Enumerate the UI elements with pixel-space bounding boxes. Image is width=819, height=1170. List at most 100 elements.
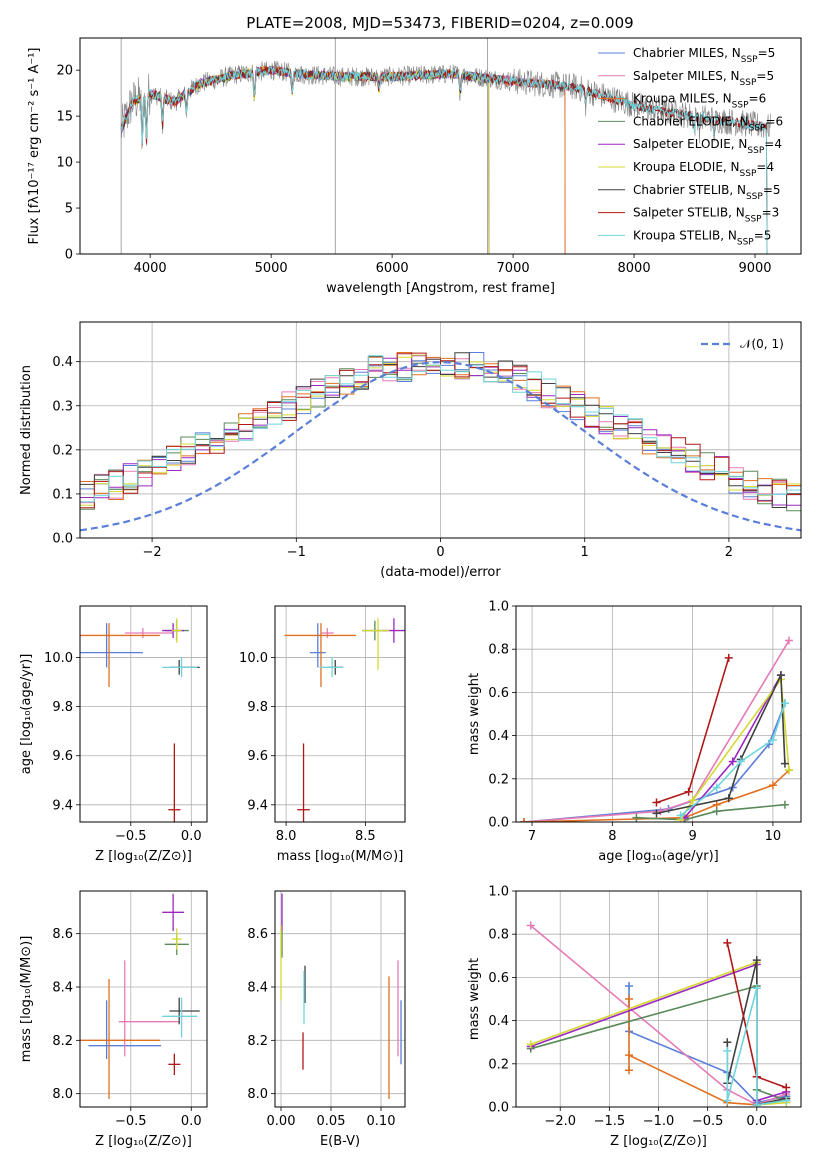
weight-marker (526, 921, 535, 930)
x-tick-label: 7000 (497, 261, 530, 276)
weight-marker (652, 798, 661, 807)
weight-line (636, 803, 785, 821)
x-tick-label: 6000 (376, 261, 409, 276)
gaussian-curve (80, 360, 801, 532)
y-tick-label: 0 (65, 248, 73, 263)
x-axis-label: age [log₁₀(age/yr)] (598, 849, 719, 864)
y-tick-label: 10.0 (44, 651, 73, 666)
axes-frame (515, 890, 802, 1108)
weight-marker (752, 984, 761, 993)
y-tick-label: 8.6 (247, 927, 268, 942)
y-tick-label: 9.8 (247, 700, 268, 715)
weight-marker (723, 1038, 732, 1047)
x-tick-label: −0.5 (692, 1114, 724, 1129)
y-tick-label: 0.8 (488, 643, 509, 658)
weight-marker (728, 757, 737, 766)
legend-label: Salpeter MILES, NSSP=5 (633, 69, 774, 88)
axes-age-vs-mass: 8.0 8.5 9.4 9.6 9.8 10.0 mass [log₁₀(M/M⊙)] (239, 605, 406, 864)
x-tick-label: −2.0 (544, 1114, 576, 1129)
y-tick-label: 0.0 (52, 532, 73, 547)
y-tick-label: 0.0 (488, 1101, 509, 1116)
x-tick-label: 8000 (618, 261, 651, 276)
model-spectrum-line (120, 65, 490, 254)
plot-area (120, 38, 771, 254)
x-tick-label: 1 (581, 545, 589, 560)
weight-line (523, 702, 786, 822)
y-axis-label: Normed distribution (19, 365, 34, 495)
weight-marker (625, 1066, 634, 1075)
x-tick-label: −1 (287, 545, 306, 560)
y-tick-label: 0.4 (488, 729, 509, 744)
weight-marker (752, 956, 761, 965)
y-axis-label: mass weight (467, 673, 482, 755)
y-tick-label: 0.2 (488, 1057, 509, 1072)
x-tick-label: 9000 (738, 261, 771, 276)
x-tick-label: 10 (765, 829, 782, 844)
weight-marker (723, 1096, 732, 1105)
residual-histogram (80, 352, 801, 511)
y-tick-label: 5 (65, 202, 73, 217)
x-axis-label: Z [log₁₀(Z/Z⊙)] (95, 849, 192, 864)
y-tick-label: 8.0 (52, 1087, 73, 1102)
model-spectrum-line (121, 66, 490, 254)
x-tick-label: −0.5 (115, 1114, 147, 1129)
x-axis-label: Z [log₁₀(Z/Z⊙)] (95, 1134, 192, 1149)
x-tick-label: 9 (688, 829, 696, 844)
legend-label: Salpeter ELODIE, NSSP=4 (633, 137, 782, 156)
y-tick-label: 8.2 (247, 1034, 268, 1049)
x-tick-label: −2 (143, 545, 162, 560)
weight-marker (632, 813, 641, 822)
y-tick-label: 10.0 (239, 651, 268, 666)
y-tick-label: 15 (56, 110, 73, 125)
x-axis-label: wavelength [Angstrom, rest frame] (326, 281, 555, 296)
axes-residuals: −2 −1 0 1 2 0.0 0.1 0.2 0.3 0.4 (data-model)/error… (19, 321, 802, 580)
y-tick-label: 0.2 (52, 443, 73, 458)
residual-histogram (80, 357, 801, 514)
weight-marker (712, 783, 721, 792)
legend: Chabrier MILES, NSSP=5 Salpeter MILES, NS… (598, 46, 783, 247)
y-tick-label: 9.6 (52, 749, 73, 764)
axes-spectrum: 4000 5000 6000 7000 8000 9000 0 5 10 15 20 waveleng… (27, 37, 802, 296)
axes-frame (515, 605, 802, 823)
plot-area (80, 893, 200, 1099)
legend-label: Kroupa STELIB, NSSP=5 (633, 228, 771, 247)
axes-frame (79, 605, 208, 823)
x-tick-label: 8.0 (276, 829, 297, 844)
y-axis-label: Flux [fλ10⁻¹⁷ erg cm⁻² s⁻¹ A⁻¹] (27, 48, 42, 245)
weight-marker (520, 818, 529, 822)
weight-line (523, 640, 790, 822)
weight-marker (723, 1046, 732, 1055)
x-tick-label: 8.5 (355, 829, 376, 844)
axes-age-vs-Z: −0.5 0.0 9.4 9.6 9.8 10.0 Z [log₁₀(Z/Z⊙)] age [… (19, 605, 208, 864)
axes-frame (79, 321, 802, 539)
weight-marker (526, 1040, 535, 1049)
axes-weight-vs-age: 7 8 9 10 0.0 0.2 0.4 0.6 0.8 1.0 age [log₁₀(age/yr… (467, 600, 802, 864)
y-tick-label: 0.8 (488, 928, 509, 943)
y-tick-label: 9.4 (247, 798, 268, 813)
x-tick-label: 0.0 (746, 1114, 767, 1129)
y-tick-label: 8.0 (247, 1087, 268, 1102)
weight-marker (776, 671, 785, 680)
weight-marker (782, 1083, 791, 1092)
weight-marker (712, 807, 721, 816)
x-axis-label: (data-model)/error (380, 565, 501, 580)
weight-marker (724, 794, 733, 803)
weight-marker (780, 759, 789, 768)
weight-marker (736, 757, 745, 766)
y-tick-label: 1.0 (488, 600, 509, 615)
y-tick-label: 0.4 (52, 355, 73, 370)
x-tick-label: 0.05 (317, 1114, 346, 1129)
legend-label: Kroupa MILES, NSSP=6 (633, 92, 766, 111)
axes-frame (274, 890, 406, 1108)
y-tick-label: 9.4 (52, 798, 73, 813)
legend-label: Chabrier STELIB, NSSP=5 (633, 183, 781, 202)
y-tick-label: 8.2 (52, 1034, 73, 1049)
axes-frame (274, 605, 406, 823)
y-tick-label: 9.6 (247, 749, 268, 764)
x-tick-label: 7 (528, 829, 536, 844)
axes-weight-vs-Z: −2.0 −1.5 −1.0 −0.5 0.0 0.0 0.2 0.4 0.6 0.8 1.0 Z [… (467, 885, 802, 1149)
y-tick-label: 0.2 (488, 772, 509, 787)
x-tick-label: 2 (725, 545, 733, 560)
y-tick-label: 0.6 (488, 686, 509, 701)
model-spectrum-line (120, 65, 490, 254)
